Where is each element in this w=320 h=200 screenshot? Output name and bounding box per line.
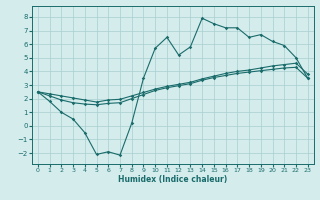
- X-axis label: Humidex (Indice chaleur): Humidex (Indice chaleur): [118, 175, 228, 184]
